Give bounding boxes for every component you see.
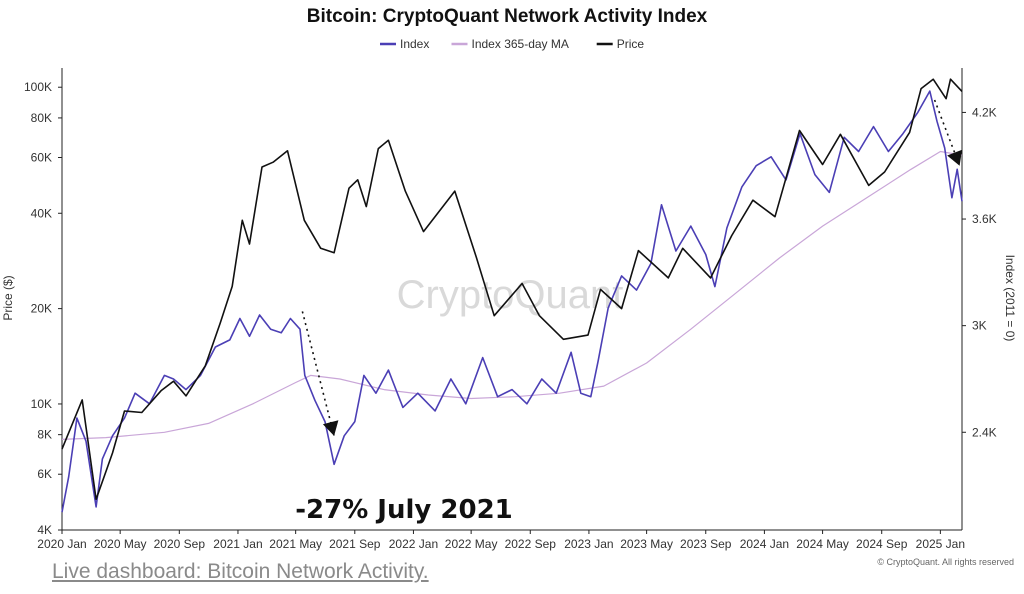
series-line-index	[61, 90, 963, 513]
x-tick-label: 2021 May	[269, 537, 322, 551]
y-right-tick-label: 4.2K	[972, 105, 997, 119]
y-left-tick-label: 80K	[31, 111, 52, 125]
y-right-tick-label: 3K	[972, 319, 987, 333]
legend-label: Index 365-day MA	[472, 37, 569, 51]
y-left-tick-label: 4K	[37, 523, 52, 537]
x-tick-label: 2022 May	[445, 537, 498, 551]
legend-label: Price	[617, 37, 645, 51]
legend: Index Index 365-day MA Price	[380, 37, 644, 51]
x-tick-label: 2022 Sep	[505, 537, 557, 551]
y-left-tick-label: 60K	[31, 150, 52, 164]
y-axis-right-label: Index (2011 = 0)	[1003, 255, 1017, 342]
y-axis-left-label: Price ($)	[1, 275, 15, 320]
x-tick-label: 2020 May	[94, 537, 147, 551]
y-left-tick-label: 6K	[37, 467, 52, 481]
x-tick-label: 2020 Sep	[154, 537, 206, 551]
x-tick-label: 2024 May	[796, 537, 849, 551]
x-tick-label: 2022 Jan	[389, 537, 438, 551]
series-line-price	[61, 78, 963, 501]
annotations	[301, 99, 963, 437]
y-left-tick-label: 40K	[31, 206, 52, 220]
chart-title: Bitcoin: CryptoQuant Network Activity In…	[307, 6, 708, 27]
annotation-label: -27% July 2021	[295, 495, 513, 525]
legend-label: Index	[400, 37, 429, 51]
axes: 2020 Jan 2020 May 2020 Sep 2021 Jan 2021 May…	[24, 68, 997, 551]
annotation-arrow-head	[947, 149, 963, 166]
annotation-arrow-head	[322, 420, 339, 436]
x-tick-label: 2023 Jan	[564, 537, 613, 551]
y-right-tick-label: 3.6K	[972, 212, 997, 226]
y-left-tick-label: 100K	[24, 80, 52, 94]
x-tick-label: 2024 Sep	[856, 537, 908, 551]
series-line-index-365-day-ma	[61, 150, 963, 440]
x-tick-label: 2024 Jan	[740, 537, 789, 551]
y-right-tick-label: 2.4K	[972, 425, 997, 439]
x-tick-label: 2023 Sep	[680, 537, 732, 551]
x-tick-label: 2023 May	[620, 537, 673, 551]
annotation-arrow-line	[301, 311, 335, 437]
series-layer	[61, 78, 963, 513]
y-left-tick-label: 8K	[37, 428, 52, 442]
y-left-tick-label: 20K	[31, 302, 52, 316]
x-tick-label: 2020 Jan	[37, 537, 86, 551]
copyright-text: © CryptoQuant. All rights reserved	[877, 557, 1014, 567]
y-left-tick-label: 10K	[31, 397, 52, 411]
x-tick-label: 2021 Jan	[213, 537, 262, 551]
x-tick-label: 2021 Sep	[329, 537, 381, 551]
x-tick-label: 2025 Jan	[916, 537, 965, 551]
dashboard-link[interactable]: Live dashboard: Bitcoin Network Activity…	[52, 560, 429, 583]
watermark: CryptoQuant	[397, 273, 624, 317]
